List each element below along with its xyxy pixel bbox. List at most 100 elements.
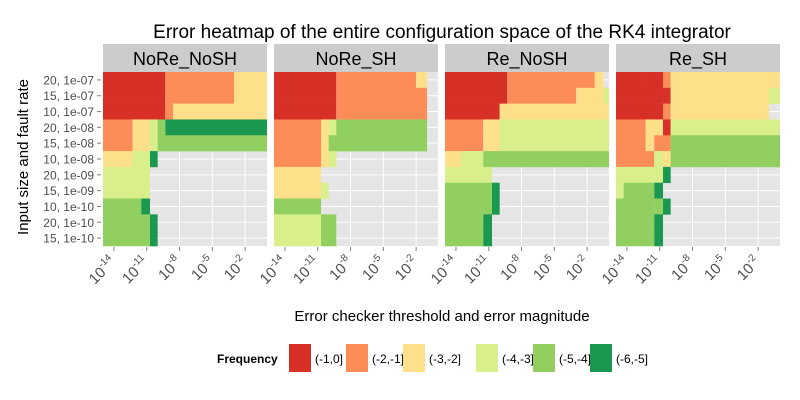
- heatmap-cell: [274, 214, 322, 231]
- legend-label: (-6,-5]: [616, 352, 648, 366]
- heatmap-cell: [670, 72, 780, 89]
- facet-panel: NoRe_SH: [274, 44, 438, 247]
- heatmap-cell: [157, 119, 166, 136]
- x-tick-label: 10-2: [732, 252, 764, 284]
- heatmap-cell: [103, 87, 166, 104]
- x-tick-label: 10-11: [631, 252, 666, 287]
- y-tick-label: 15, 1e-09: [43, 184, 94, 198]
- heatmap-cell: [616, 214, 655, 231]
- y-tick-label: 15, 1e-08: [43, 137, 94, 151]
- heatmap-cell: [150, 214, 158, 231]
- chart-title: Error heatmap of the entire configuratio…: [153, 22, 731, 43]
- heatmap-cell: [416, 72, 428, 89]
- legend-title: Frequency: [217, 352, 278, 366]
- heatmap-cell: [234, 72, 267, 89]
- heatmap-cell: [132, 135, 151, 152]
- heatmap-cell: [103, 103, 166, 120]
- heatmap-cell: [150, 135, 158, 152]
- heatmap-cell: [645, 135, 655, 152]
- y-tick-label: 20, 1e-07: [43, 73, 94, 87]
- heatmap-cell: [103, 151, 133, 168]
- heatmap-cell: [165, 119, 267, 136]
- heatmap-cell: [274, 103, 337, 120]
- y-tick-label: 20, 1e-08: [43, 121, 94, 135]
- heatmap-cell: [103, 72, 166, 89]
- heatmap-cell: [274, 87, 337, 104]
- heatmap-cell: [616, 103, 664, 120]
- y-tick-label: 20, 1e-09: [43, 168, 94, 182]
- y-tick-label: 20, 1e-10: [43, 216, 94, 230]
- heatmap-cell: [492, 198, 500, 215]
- heatmap-cell: [274, 119, 322, 136]
- heatmap-cell: [132, 151, 151, 168]
- heatmap-cell: [616, 87, 664, 104]
- heatmap-cell: [165, 72, 235, 89]
- heatmap-cell: [274, 151, 322, 168]
- x-tick-label: 10-8: [325, 252, 357, 284]
- heatmap-cell: [663, 166, 671, 184]
- heatmap-cell: [507, 103, 609, 120]
- heatmap-cell: [150, 230, 158, 247]
- heatmap-cell: [654, 198, 664, 215]
- heatmap-cell: [594, 72, 604, 89]
- x-tick-label: 10-5: [700, 252, 732, 284]
- x-tick-label: 10-2: [219, 252, 251, 284]
- heatmap-cell: [445, 103, 500, 120]
- heatmap-cell: [670, 103, 770, 120]
- heatmap-cell: [445, 214, 484, 231]
- heatmap-cell: [616, 119, 646, 136]
- legend-label: (-5,-4]: [559, 352, 591, 366]
- heatmap-cell: [103, 182, 151, 199]
- heatmap-cell: [103, 198, 142, 215]
- heatmap-cell: [499, 119, 609, 136]
- legend-key: [476, 344, 498, 372]
- heatmap-cell: [328, 151, 337, 168]
- facet-strip: [445, 44, 609, 72]
- heatmap-cell: [274, 198, 322, 215]
- facet-label: Re_SH: [669, 49, 727, 70]
- heatmap-cell: [616, 135, 646, 152]
- heatmap-cell: [499, 103, 508, 120]
- heatmap-cell: [670, 87, 770, 104]
- legend-key: [346, 344, 368, 372]
- heatmap-cell: [445, 166, 493, 184]
- heatmap-cell: [321, 135, 329, 152]
- heatmap-cell: [663, 103, 671, 120]
- heatmap-cell: [328, 135, 428, 152]
- heatmap-cell: [769, 87, 780, 104]
- heatmap-cell: [165, 103, 173, 120]
- heatmap-cell: [336, 119, 428, 136]
- heatmap-cell: [132, 119, 151, 136]
- heatmap-cell: [336, 72, 417, 89]
- legend-key: [590, 344, 612, 372]
- heatmap-cell: [445, 72, 508, 89]
- x-tick-label: 10-8: [496, 252, 528, 284]
- x-tick-label: 10-14: [426, 252, 462, 288]
- heatmap-cell: [445, 135, 484, 152]
- heatmap-cell: [150, 119, 158, 136]
- heatmap-cell: [663, 151, 671, 168]
- heatmap-cell: [654, 214, 664, 231]
- heatmap-cell: [616, 72, 646, 89]
- heatmap-cell: [103, 166, 151, 184]
- heatmap-cell: [103, 230, 151, 247]
- heatmap-cell: [616, 182, 624, 199]
- heatmap-cell: [576, 87, 604, 104]
- y-tick-label: 15, 1e-07: [43, 89, 94, 103]
- heatmap-cell: [663, 119, 671, 136]
- heatmap-cell: [616, 230, 655, 247]
- heatmap-cell: [654, 182, 664, 199]
- heatmap-cell: [172, 103, 267, 120]
- x-tick-label: 10-14: [597, 252, 633, 288]
- heatmap-cell: [445, 87, 508, 104]
- x-tick-label: 10-11: [460, 252, 495, 287]
- x-tick-label: 10-8: [154, 252, 186, 284]
- facet-label: Re_NoSH: [486, 49, 567, 70]
- facet-strip: [274, 44, 438, 72]
- legend-label: (-3,-2]: [429, 352, 461, 366]
- heatmap-cell: [663, 72, 671, 89]
- heatmap-cell: [507, 87, 577, 104]
- heatmap-cell: [616, 151, 655, 168]
- heatmap-cell: [336, 103, 428, 120]
